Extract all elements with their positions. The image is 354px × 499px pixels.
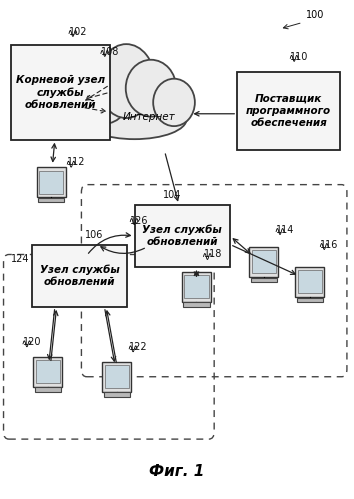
- FancyBboxPatch shape: [102, 362, 131, 392]
- Ellipse shape: [126, 60, 176, 117]
- Text: 122: 122: [129, 342, 148, 352]
- FancyBboxPatch shape: [184, 275, 209, 298]
- Text: 124: 124: [11, 254, 29, 264]
- Text: 118: 118: [204, 250, 222, 259]
- Text: 100: 100: [306, 10, 325, 20]
- Ellipse shape: [70, 87, 106, 127]
- Text: Поставщик
программного
обеспечения: Поставщик программного обеспечения: [246, 94, 331, 128]
- FancyBboxPatch shape: [33, 357, 62, 387]
- FancyBboxPatch shape: [295, 267, 324, 297]
- Text: Фиг. 1: Фиг. 1: [149, 464, 205, 479]
- FancyBboxPatch shape: [38, 198, 64, 202]
- Text: 112: 112: [67, 157, 86, 167]
- Text: Корневой узел
службы
обновлений: Корневой узел службы обновлений: [16, 74, 105, 110]
- Ellipse shape: [78, 62, 131, 124]
- Text: Узел службы
обновлений: Узел службы обновлений: [142, 225, 222, 247]
- FancyBboxPatch shape: [37, 167, 66, 197]
- FancyBboxPatch shape: [237, 72, 340, 150]
- Ellipse shape: [82, 99, 187, 139]
- FancyBboxPatch shape: [32, 245, 127, 307]
- Ellipse shape: [98, 44, 155, 118]
- FancyBboxPatch shape: [183, 302, 210, 307]
- Text: 110: 110: [290, 52, 309, 62]
- Text: 116: 116: [320, 240, 339, 250]
- FancyBboxPatch shape: [182, 272, 211, 302]
- Text: 114: 114: [276, 225, 295, 235]
- Text: 126: 126: [130, 216, 149, 226]
- FancyBboxPatch shape: [39, 171, 63, 194]
- Text: 104: 104: [163, 190, 181, 200]
- FancyBboxPatch shape: [297, 297, 323, 302]
- FancyBboxPatch shape: [135, 205, 230, 267]
- Ellipse shape: [153, 79, 195, 126]
- FancyBboxPatch shape: [251, 277, 277, 282]
- FancyBboxPatch shape: [104, 392, 130, 397]
- FancyBboxPatch shape: [252, 250, 276, 273]
- FancyBboxPatch shape: [35, 387, 61, 392]
- FancyBboxPatch shape: [249, 247, 278, 277]
- Text: 120: 120: [23, 337, 41, 347]
- Text: 108: 108: [101, 47, 119, 57]
- Text: Узел службы
обновлений: Узел службы обновлений: [40, 264, 120, 287]
- Text: Интернет: Интернет: [122, 112, 175, 122]
- FancyBboxPatch shape: [36, 360, 60, 383]
- FancyBboxPatch shape: [11, 45, 110, 140]
- Text: 106: 106: [85, 230, 103, 240]
- FancyBboxPatch shape: [105, 365, 129, 388]
- FancyBboxPatch shape: [298, 270, 322, 293]
- Text: 102: 102: [69, 27, 87, 37]
